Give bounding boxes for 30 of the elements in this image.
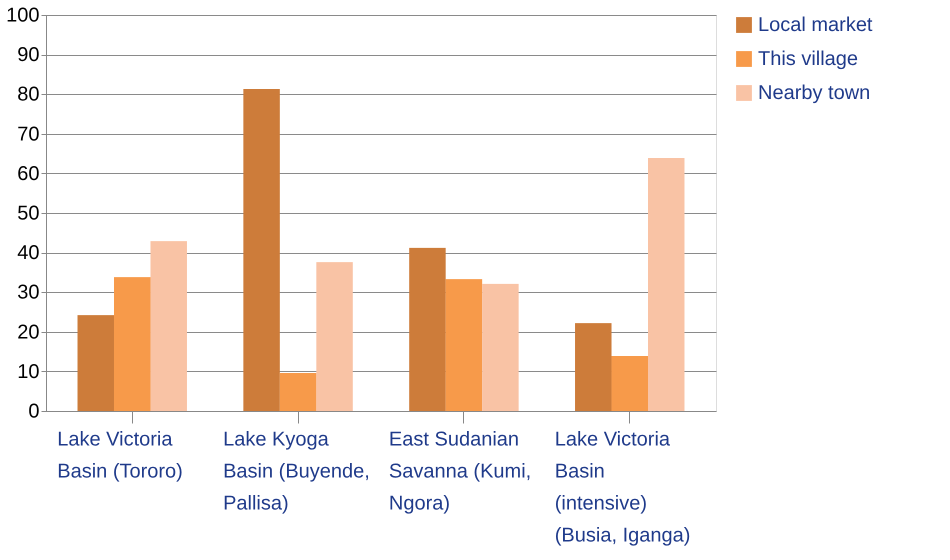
x-tick-label: Lake Kyoga Basin (Buyende, Pallisa)	[223, 428, 370, 514]
bar	[482, 284, 519, 411]
bar	[243, 89, 280, 411]
bar	[280, 372, 316, 411]
y-tick-label: 60	[17, 162, 40, 185]
y-tick-label: 80	[17, 84, 40, 106]
y-tick-label: 40	[17, 242, 40, 264]
y-tick-label: 20	[17, 321, 40, 344]
legend-label: This village	[758, 48, 858, 70]
x-tick-label: East Sudanian Savanna (Kumi, Ngora)	[388, 428, 532, 514]
bar	[114, 277, 150, 411]
bar	[150, 241, 187, 411]
y-tick-label: 30	[17, 282, 40, 304]
bar	[78, 315, 114, 411]
y-tick-label: 90	[17, 44, 40, 66]
bar	[648, 158, 684, 411]
y-tick-label: 70	[17, 123, 40, 146]
bar	[446, 279, 482, 411]
bar	[612, 356, 648, 411]
x-tick-label: Lake Victoria Basin (Tororo)	[57, 428, 183, 482]
bar	[409, 248, 446, 411]
y-tick-label: 50	[17, 202, 40, 224]
bar	[316, 262, 353, 411]
legend-label: Nearby town	[758, 82, 870, 104]
y-tick-label: 0	[28, 400, 40, 422]
legend-label: Local market	[758, 14, 873, 36]
y-tick-label: 10	[17, 360, 40, 383]
x-tick-label: Lake Victoria Basin (intensive) (Busia, Iganga)	[554, 428, 690, 546]
y-tick-label: 100	[6, 4, 40, 26]
bar	[575, 323, 612, 411]
